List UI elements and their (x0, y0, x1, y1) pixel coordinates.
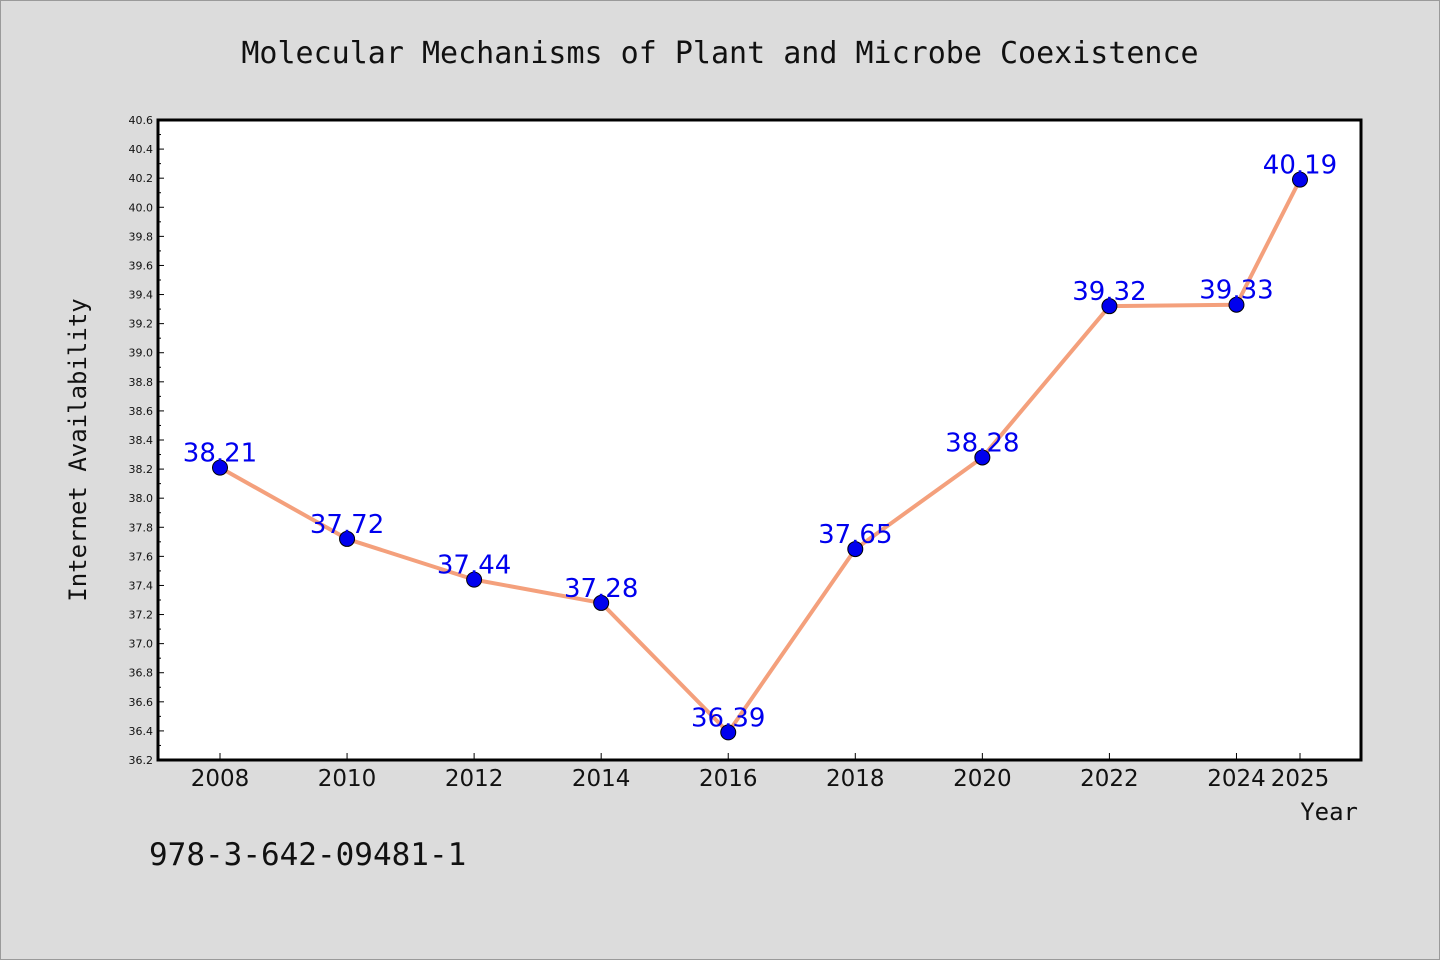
data-point (1101, 298, 1118, 315)
y-tick-label: 37.0 (129, 638, 154, 651)
y-tick-label: 37.2 (129, 609, 154, 622)
series-line (219, 178, 1302, 735)
data-point (847, 541, 864, 558)
y-tick-label: 38.4 (129, 434, 154, 447)
data-point (1292, 171, 1308, 188)
y-tick-label: 40.0 (129, 201, 154, 214)
y-tick-label: 39.8 (129, 230, 154, 243)
y-tick-label: 37.6 (129, 550, 154, 563)
data-point (339, 530, 356, 547)
data-label: 38.21 (183, 439, 257, 469)
data-label: 37.28 (564, 574, 638, 604)
data-label: 39.33 (1199, 276, 1273, 306)
data-point (593, 594, 610, 611)
data-label: 37.44 (437, 551, 511, 581)
data-label: 36.39 (691, 703, 765, 733)
y-tick-label: 38.2 (129, 463, 154, 476)
x-axis-ticks: 2008 2010 2012 2014 2016 2018 2020 2022 2024 2025 (191, 753, 1330, 792)
data-point (974, 449, 991, 466)
y-tick-label: 38.0 (129, 492, 154, 505)
y-tick-label: 36.4 (129, 725, 154, 738)
x-tick-label: 2014 (572, 766, 631, 792)
x-tick-label: 2012 (445, 766, 504, 792)
data-label: 40.19 (1263, 151, 1337, 181)
y-tick-label: 38.6 (129, 405, 154, 418)
y-tick-label: 39.4 (129, 289, 154, 302)
data-point (466, 571, 483, 588)
y-tick-label: 40.4 (129, 143, 154, 156)
x-tick-label: 2020 (953, 766, 1012, 792)
y-tick-label: 39.0 (129, 347, 154, 360)
x-tick-label: 2022 (1080, 766, 1139, 792)
x-tick-label: 2016 (699, 766, 758, 792)
y-tick-label: 40.6 (129, 114, 154, 127)
y-tick-label: 37.4 (129, 579, 154, 592)
y-tick-label: 36.8 (129, 667, 154, 680)
isbn-label: 978-3-642-09481-1 (149, 837, 466, 873)
y-axis-title: Internet Availability (64, 298, 92, 601)
data-point (212, 459, 228, 476)
y-tick-label: 36.6 (129, 696, 154, 709)
y-axis-ticks: 36.2 36.4 36.6 36.8 37.0 37.2 37.4 37.6 37.8 38.0… (129, 114, 164, 767)
plot-area (156, 118, 1363, 762)
y-tick-label: 39.6 (129, 259, 154, 272)
y-tick-label: 40.2 (129, 172, 154, 185)
y-tick-label: 39.2 (129, 318, 154, 331)
data-point (1228, 296, 1245, 313)
x-axis-title: Year (1300, 798, 1358, 826)
x-tick-label: 2010 (318, 766, 377, 792)
chart-title: Molecular Mechanisms of Plant and Microb… (241, 36, 1198, 71)
data-label: 37.72 (310, 510, 384, 540)
series-layer: 38.21 37.72 37.44 37.28 36.39 37.65 38.28 39.32… (183, 151, 1337, 741)
data-label: 37.65 (818, 520, 892, 550)
y-tick-label: 36.2 (129, 754, 154, 767)
y-tick-label: 37.8 (129, 521, 154, 534)
x-tick-label: 2024 (1207, 766, 1266, 792)
x-tick-label: 2008 (191, 766, 250, 792)
data-label: 38.28 (945, 428, 1019, 458)
x-tick-label: 2025 (1271, 766, 1330, 792)
x-tick-label: 2018 (826, 766, 885, 792)
data-point (720, 724, 737, 741)
y-tick-label: 38.8 (129, 376, 154, 389)
data-label: 39.32 (1072, 277, 1146, 307)
